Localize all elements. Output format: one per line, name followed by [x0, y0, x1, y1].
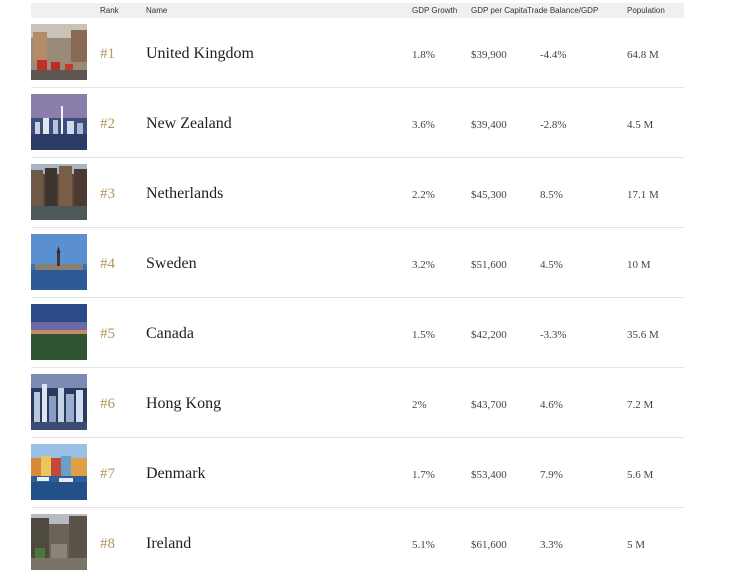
table-row[interactable]: #5 Canada 1.5% $42,200 -3.3% 35.6 M	[31, 298, 684, 368]
column-header-name[interactable]: Name	[146, 6, 168, 15]
gdp-growth-value: 1.7%	[412, 469, 435, 481]
trade-balance-value: 4.5%	[540, 259, 563, 271]
trade-balance-value: 8.5%	[540, 189, 563, 201]
country-name-link[interactable]: Hong Kong	[146, 395, 222, 412]
column-header-gdp-per-capita[interactable]: GDP per Capita	[471, 6, 528, 15]
gdp-growth-value: 5.1%	[412, 539, 435, 551]
gdp-per-capita-value: $53,400	[471, 469, 507, 481]
gdp-per-capita-value: $42,200	[471, 329, 507, 341]
country-name-link[interactable]: Canada	[146, 325, 194, 342]
gdp-per-capita-value: $61,600	[471, 539, 507, 551]
rank-label: #5	[100, 326, 115, 342]
rank-label: #8	[100, 536, 115, 552]
trade-balance-value: -3.3%	[540, 329, 567, 341]
country-name-link[interactable]: Denmark	[146, 465, 206, 482]
gdp-growth-value: 1.8%	[412, 49, 435, 61]
gdp-growth-value: 1.5%	[412, 329, 435, 341]
table-row[interactable]: #2 New Zealand 3.6% $39,400 -2.8% 4.5 M	[31, 88, 684, 158]
stockholm-waterfront-photo[interactable]	[31, 234, 87, 290]
gdp-per-capita-value: $39,900	[471, 49, 507, 61]
table-row[interactable]: #1 United Kingdom 1.8% $39,900 -4.4% 64.…	[31, 18, 684, 88]
gdp-growth-value: 3.2%	[412, 259, 435, 271]
table-row[interactable]: #3 Netherlands 2.2% $45,300 8.5% 17.1 M	[31, 158, 684, 228]
amsterdam-canal-photo[interactable]	[31, 164, 87, 220]
trade-balance-value: -4.4%	[540, 49, 567, 61]
london-street-photo[interactable]	[31, 24, 87, 80]
column-header-trade-balance[interactable]: Trade Balance/GDP	[527, 6, 599, 15]
hong-kong-skyline-photo[interactable]	[31, 374, 87, 430]
auckland-skyline-photo[interactable]	[31, 94, 87, 150]
gdp-growth-value: 2.2%	[412, 189, 435, 201]
rank-label: #3	[100, 186, 115, 202]
table-row[interactable]: #7 Denmark 1.7% $53,400 7.9% 5.6 M	[31, 438, 684, 508]
country-name-link[interactable]: New Zealand	[146, 115, 232, 132]
rank-label: #7	[100, 466, 115, 482]
population-value: 64.8 M	[627, 49, 659, 61]
gdp-per-capita-value: $45,300	[471, 189, 507, 201]
population-value: 10 M	[627, 259, 651, 271]
trade-balance-value: -2.8%	[540, 119, 567, 131]
population-value: 35.6 M	[627, 329, 659, 341]
gdp-per-capita-value: $39,400	[471, 119, 507, 131]
population-value: 7.2 M	[627, 399, 654, 411]
table-row[interactable]: #6 Hong Kong 2% $43,700 4.6% 7.2 M	[31, 368, 684, 438]
country-name-link[interactable]: Ireland	[146, 535, 192, 552]
table-row[interactable]: #8 Ireland 5.1% $61,600 3.3% 5 M	[31, 508, 684, 577]
dublin-street-photo[interactable]	[31, 514, 87, 570]
population-value: 5.6 M	[627, 469, 654, 481]
population-value: 17.1 M	[627, 189, 659, 201]
copenhagen-harbor-photo[interactable]	[31, 444, 87, 500]
rank-label: #4	[100, 256, 115, 272]
column-header-population[interactable]: Population	[627, 6, 665, 15]
gdp-growth-value: 2%	[412, 399, 427, 411]
country-name-link[interactable]: Netherlands	[146, 185, 224, 202]
gdp-growth-value: 3.6%	[412, 119, 435, 131]
rank-label: #2	[100, 116, 115, 132]
trade-balance-value: 7.9%	[540, 469, 563, 481]
rank-label: #1	[100, 46, 115, 62]
table-row[interactable]: #4 Sweden 3.2% $51,600 4.5% 10 M	[31, 228, 684, 298]
canada-landscape-photo[interactable]	[31, 304, 87, 360]
population-value: 5 M	[627, 539, 646, 551]
rank-label: #6	[100, 396, 115, 412]
column-header-gdp-growth[interactable]: GDP Growth	[412, 6, 458, 15]
trade-balance-value: 3.3%	[540, 539, 563, 551]
gdp-per-capita-value: $43,700	[471, 399, 507, 411]
gdp-per-capita-value: $51,600	[471, 259, 507, 271]
table-header: Rank Name GDP Growth GDP per Capita Trad…	[31, 3, 684, 18]
population-value: 4.5 M	[627, 119, 654, 131]
country-name-link[interactable]: United Kingdom	[146, 45, 254, 62]
trade-balance-value: 4.6%	[540, 399, 563, 411]
country-ranking-table: Rank Name GDP Growth GDP per Capita Trad…	[31, 3, 684, 577]
column-header-rank[interactable]: Rank	[100, 6, 119, 15]
country-name-link[interactable]: Sweden	[146, 255, 197, 272]
